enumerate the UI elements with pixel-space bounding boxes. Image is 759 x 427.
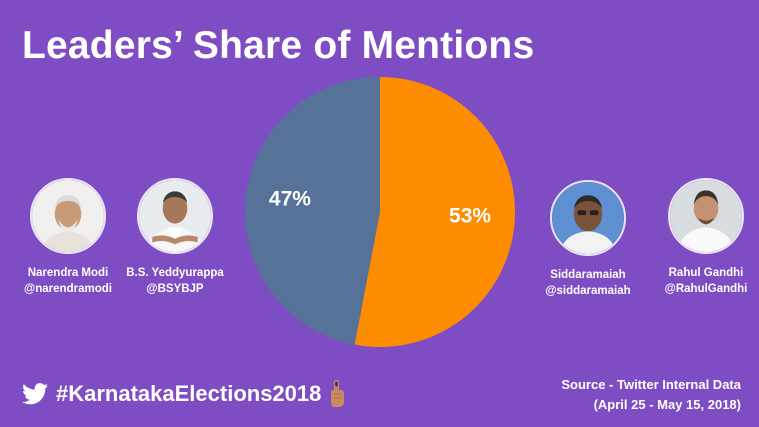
person-photo-icon [552, 182, 624, 254]
source-note: Source - Twitter Internal Data (April 25… [561, 375, 741, 415]
person-photo-icon [670, 180, 742, 252]
pie-label-2: 53% [449, 205, 491, 228]
hashtag-text: #KarnatakaElections2018 [56, 381, 322, 406]
pie-label-1: 47% [269, 187, 311, 210]
avatar [668, 178, 744, 254]
hashtag-footer: #KarnatakaElections2018 [22, 380, 345, 408]
leader-handle: @BSYBJP [146, 283, 204, 295]
leader-handle: @narendramodi [24, 283, 112, 295]
person-photo-icon [32, 180, 104, 252]
leader-name: Narendra Modi [27, 267, 109, 279]
leader-rahul-gandhi: Rahul Gandhi @RahulGandhi [636, 178, 759, 297]
voting-finger-icon [331, 380, 345, 407]
pie-slice-1 [245, 77, 380, 345]
leader-name: B.S. Yeddyurappa [126, 267, 224, 279]
pie-slice-2 [354, 77, 516, 348]
leader-narendra-modi: Narendra Modi @narendramodi [0, 178, 138, 297]
source-line-1: Source - Twitter Internal Data [561, 377, 741, 392]
leader-handle: @siddaramaiah [545, 285, 631, 297]
leader-bs-yeddyurappa: B.S. Yeddyurappa @BSYBJP [105, 178, 245, 297]
avatar [137, 178, 213, 254]
leader-name: Siddaramaiah [550, 269, 626, 281]
twitter-bird-icon [22, 383, 48, 405]
avatar [550, 180, 626, 256]
chart-title: Leaders’ Share of Mentions [22, 24, 535, 67]
source-line-2: (April 25 - May 15, 2018) [593, 397, 741, 412]
avatar [30, 178, 106, 254]
leader-name: Rahul Gandhi [668, 267, 744, 279]
person-photo-icon [139, 180, 211, 252]
leader-handle: @RahulGandhi [664, 283, 748, 295]
leader-siddaramaiah: Siddaramaiah @siddaramaiah [518, 180, 658, 299]
